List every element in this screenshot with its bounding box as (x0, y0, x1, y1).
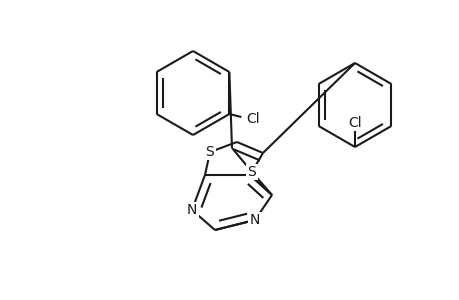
Text: S: S (205, 145, 214, 159)
Text: N: N (249, 213, 260, 227)
Text: Cl: Cl (347, 116, 361, 130)
Text: S: S (247, 165, 256, 179)
Text: N: N (186, 203, 197, 217)
Text: Cl: Cl (246, 112, 260, 126)
